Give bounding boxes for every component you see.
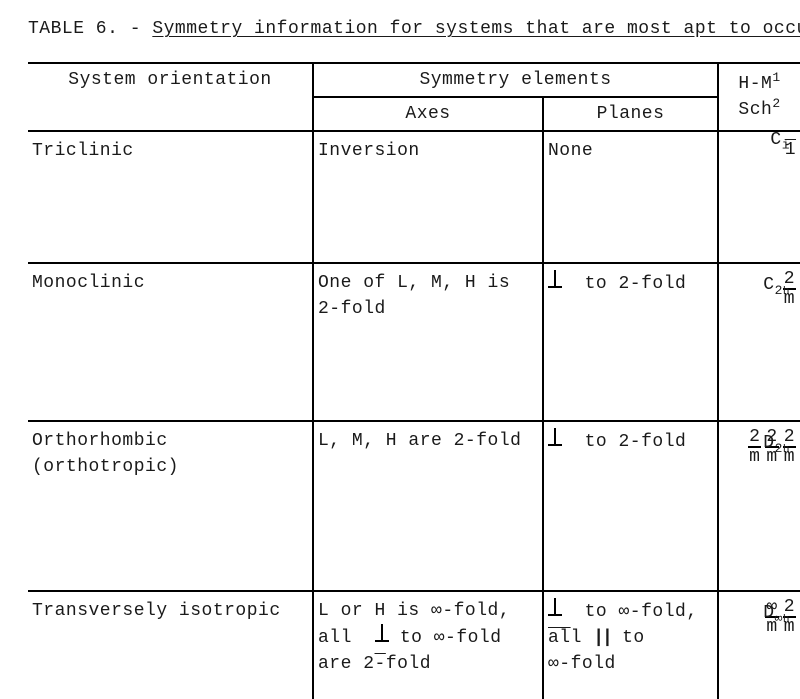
page: TABLE 6. - Symmetry information for syst… <box>0 0 800 699</box>
table-row: Orthorhombic (orthotropic) L, M, H are 2… <box>28 421 800 591</box>
header-sch: Sch <box>738 100 772 120</box>
cell-planes: to ∞-fold,all || to∞-fold <box>543 591 718 699</box>
cell-planes: to 2-fold <box>543 421 718 591</box>
cell-symbol: ∞m2m D∞h <box>718 591 800 699</box>
header-hm: H-M <box>738 74 772 94</box>
cell-system: Monoclinic <box>28 263 313 421</box>
header-hm-sup: 1 <box>772 70 780 85</box>
cell-symbol: 2m C2h <box>718 263 800 421</box>
header-sch-sup: 2 <box>772 96 780 111</box>
cell-axes: L, M, H are 2-fold <box>313 421 543 591</box>
cell-symbol: 1 Ci <box>718 131 800 263</box>
header-system: System orientation <box>28 63 313 131</box>
cell-system: Orthorhombic (orthotropic) <box>28 421 313 591</box>
symbol-bottom: C2h <box>763 273 790 304</box>
cell-axes: One of L, M, H is 2-fold <box>313 263 543 421</box>
table-row: Triclinic Inversion None 1 Ci <box>28 131 800 263</box>
symbol-bottom: D∞h <box>763 601 790 632</box>
cell-system: Transversely isotropic <box>28 591 313 699</box>
cell-system: Triclinic <box>28 131 313 263</box>
header-symmetry-elements: Symmetry elements <box>313 63 718 97</box>
symbol-bottom: Ci <box>770 128 790 158</box>
header-symbols: H-M1 Sch2 <box>718 63 800 131</box>
symbol-bottom: D2h <box>763 431 790 462</box>
header-row-1: System orientation Symmetry elements H-M… <box>28 63 800 97</box>
header-planes: Planes <box>543 97 718 131</box>
caption-prefix: TABLE 6. - <box>28 19 152 39</box>
cell-planes: None <box>543 131 718 263</box>
caption-text: Symmetry information for systems that ar… <box>152 19 800 39</box>
cell-axes: L or H is ∞-fold,all to ∞-foldare 2-fold <box>313 591 543 699</box>
symmetry-table: System orientation Symmetry elements H-M… <box>28 62 800 699</box>
cell-symbol: 2m2m2m D2h <box>718 421 800 591</box>
header-axes: Axes <box>313 97 543 131</box>
cell-planes: to 2-fold <box>543 263 718 421</box>
table-row: Monoclinic One of L, M, H is 2-fold to 2… <box>28 263 800 421</box>
table-row: Transversely isotropic L or H is ∞-fold,… <box>28 591 800 699</box>
cell-axes: Inversion <box>313 131 543 263</box>
table-caption: TABLE 6. - Symmetry information for syst… <box>28 18 788 40</box>
